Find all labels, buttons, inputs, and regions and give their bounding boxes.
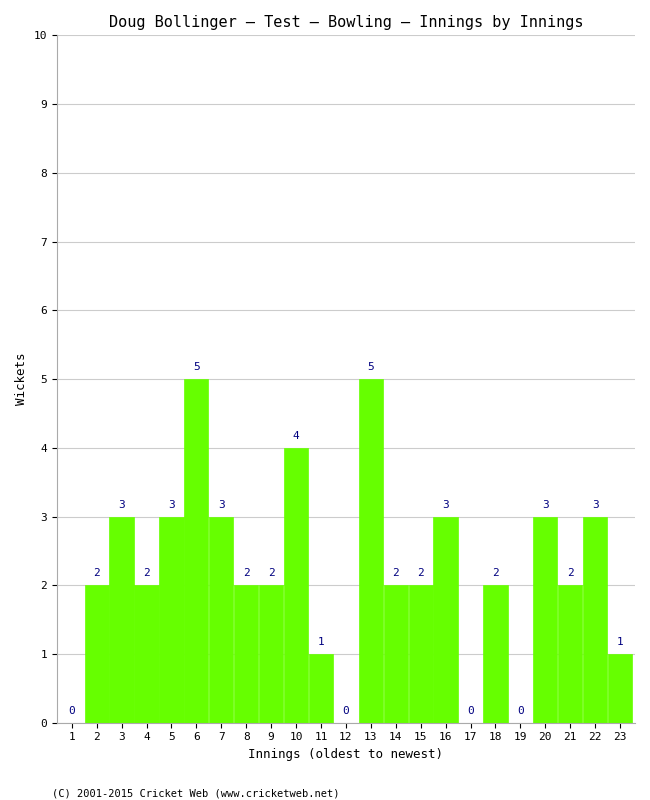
Text: 2: 2 [417, 568, 424, 578]
Bar [135, 586, 159, 722]
Text: 3: 3 [542, 500, 549, 510]
Text: 0: 0 [343, 706, 349, 716]
Bar [84, 586, 109, 722]
Bar [384, 586, 408, 722]
Text: 3: 3 [118, 500, 125, 510]
Bar [583, 517, 607, 722]
Bar [109, 517, 134, 722]
Y-axis label: Wickets: Wickets [15, 353, 28, 406]
Bar [259, 586, 283, 722]
Text: 5: 5 [193, 362, 200, 372]
Bar [359, 379, 383, 722]
Bar [484, 586, 508, 722]
Text: 3: 3 [168, 500, 175, 510]
Text: 0: 0 [68, 706, 75, 716]
Bar [608, 654, 632, 722]
Text: 0: 0 [517, 706, 524, 716]
X-axis label: Innings (oldest to newest): Innings (oldest to newest) [248, 748, 443, 761]
Bar [434, 517, 458, 722]
Bar [209, 517, 233, 722]
Bar [284, 448, 308, 722]
Text: 5: 5 [367, 362, 374, 372]
Text: 2: 2 [492, 568, 499, 578]
Text: 3: 3 [218, 500, 225, 510]
Text: 2: 2 [243, 568, 250, 578]
Title: Doug Bollinger – Test – Bowling – Innings by Innings: Doug Bollinger – Test – Bowling – Inning… [109, 15, 583, 30]
Text: 2: 2 [567, 568, 573, 578]
Text: 2: 2 [268, 568, 274, 578]
Text: 2: 2 [143, 568, 150, 578]
Text: 1: 1 [318, 637, 324, 647]
Bar [533, 517, 557, 722]
Text: 3: 3 [442, 500, 449, 510]
Text: 4: 4 [292, 431, 300, 441]
Bar [309, 654, 333, 722]
Text: 0: 0 [467, 706, 474, 716]
Bar [409, 586, 433, 722]
Text: 3: 3 [592, 500, 599, 510]
Bar [234, 586, 258, 722]
Bar [184, 379, 209, 722]
Text: 2: 2 [94, 568, 100, 578]
Bar [558, 586, 582, 722]
Text: (C) 2001-2015 Cricket Web (www.cricketweb.net): (C) 2001-2015 Cricket Web (www.cricketwe… [52, 788, 339, 798]
Text: 2: 2 [393, 568, 399, 578]
Bar [159, 517, 183, 722]
Text: 1: 1 [617, 637, 623, 647]
